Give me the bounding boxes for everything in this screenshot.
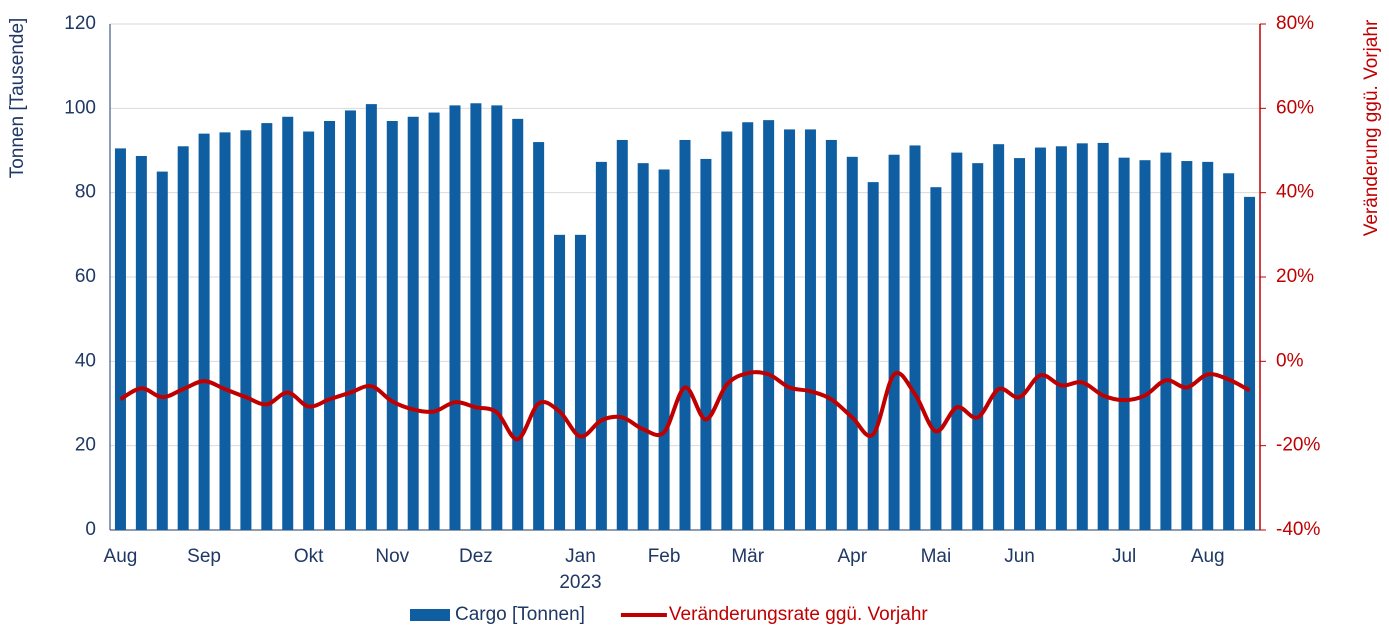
bar — [1076, 143, 1088, 530]
y-tick-label: 60 — [75, 266, 96, 287]
bar — [1034, 147, 1046, 530]
bar — [219, 132, 231, 530]
bar — [282, 116, 294, 531]
y2-tick-label: -20% — [1276, 435, 1320, 456]
bar — [1244, 196, 1256, 530]
bar — [846, 156, 858, 530]
bar — [700, 158, 712, 530]
y-axis-title: Tonnen [Tausende] — [7, 18, 28, 179]
x-tick-label: Apr — [837, 546, 867, 567]
x-tick-label: Jan — [565, 546, 596, 567]
bar — [470, 103, 482, 531]
bar — [742, 122, 754, 530]
y2-axis-title: Veränderung ggü. Vorjahr — [1361, 19, 1382, 236]
bar — [972, 163, 984, 530]
y-tick-label: 120 — [64, 13, 96, 34]
bar — [1223, 173, 1235, 530]
x-tick-label: Mai — [921, 546, 952, 567]
bar — [658, 169, 670, 530]
bar — [365, 104, 377, 530]
bar — [386, 120, 398, 530]
bar — [554, 234, 566, 531]
bar — [533, 142, 545, 531]
x-tick-label: Feb — [648, 546, 681, 567]
bar — [804, 129, 816, 530]
y2-tick-label: 40% — [1276, 182, 1314, 203]
y2-tick-label: -40% — [1276, 519, 1320, 540]
bar — [951, 152, 963, 530]
legend-swatch — [410, 609, 450, 621]
x-tick-label: Jul — [1112, 546, 1136, 567]
bar — [491, 105, 503, 531]
x-tick-label: Nov — [375, 546, 409, 567]
bar — [888, 154, 900, 530]
bar — [784, 129, 796, 530]
bar — [679, 139, 691, 531]
bar — [240, 130, 252, 530]
x-tick-label: Sep — [187, 546, 221, 567]
bar — [303, 131, 315, 530]
line — [119, 370, 1251, 442]
y-tick-label: 0 — [85, 519, 96, 540]
x-tick-label: Aug — [104, 546, 138, 567]
bar — [721, 131, 733, 530]
bar — [156, 171, 168, 531]
bar — [1181, 161, 1193, 530]
bar — [1139, 160, 1151, 530]
bar — [449, 105, 461, 531]
bar — [909, 145, 921, 530]
bar — [763, 120, 775, 530]
bar — [574, 234, 586, 531]
x-tick-label: Okt — [294, 546, 324, 567]
bar — [512, 118, 524, 530]
bar — [1097, 142, 1109, 530]
y2-tick-label: 80% — [1276, 13, 1314, 34]
bar — [637, 163, 649, 530]
legend-label: Veränderungsrate ggü. Vorjahr — [669, 604, 928, 625]
bar — [177, 146, 189, 531]
y2-tick-label: 0% — [1276, 350, 1304, 371]
bar — [867, 182, 879, 530]
bar — [344, 110, 356, 531]
bar — [1202, 161, 1214, 530]
bar — [825, 139, 837, 531]
bar — [1014, 158, 1026, 530]
y2-tick-label: 60% — [1276, 97, 1314, 118]
y-tick-label: 20 — [75, 435, 96, 456]
bar — [407, 116, 419, 531]
bar — [428, 112, 440, 531]
y2-tick-label: 20% — [1276, 266, 1314, 287]
year-label: 2023 — [559, 572, 601, 593]
y-tick-label: 80 — [75, 182, 96, 203]
bar — [324, 120, 336, 530]
bar — [595, 161, 607, 530]
bar — [114, 148, 126, 530]
y-tick-label: 100 — [64, 97, 96, 118]
y-tick-label: 40 — [75, 350, 96, 371]
bar — [993, 144, 1005, 531]
bar — [1160, 152, 1172, 530]
x-tick-label: Jun — [1004, 546, 1035, 567]
bar — [1118, 157, 1130, 530]
bar — [930, 187, 942, 530]
legend-label: Cargo [Tonnen] — [455, 604, 585, 625]
bar — [1055, 146, 1067, 531]
bar — [616, 139, 628, 531]
x-tick-label: Dez — [459, 546, 493, 567]
bar — [198, 133, 210, 530]
x-tick-label: Aug — [1191, 546, 1225, 567]
bar — [261, 123, 273, 530]
bar — [135, 155, 147, 530]
x-tick-label: Mär — [731, 546, 764, 567]
